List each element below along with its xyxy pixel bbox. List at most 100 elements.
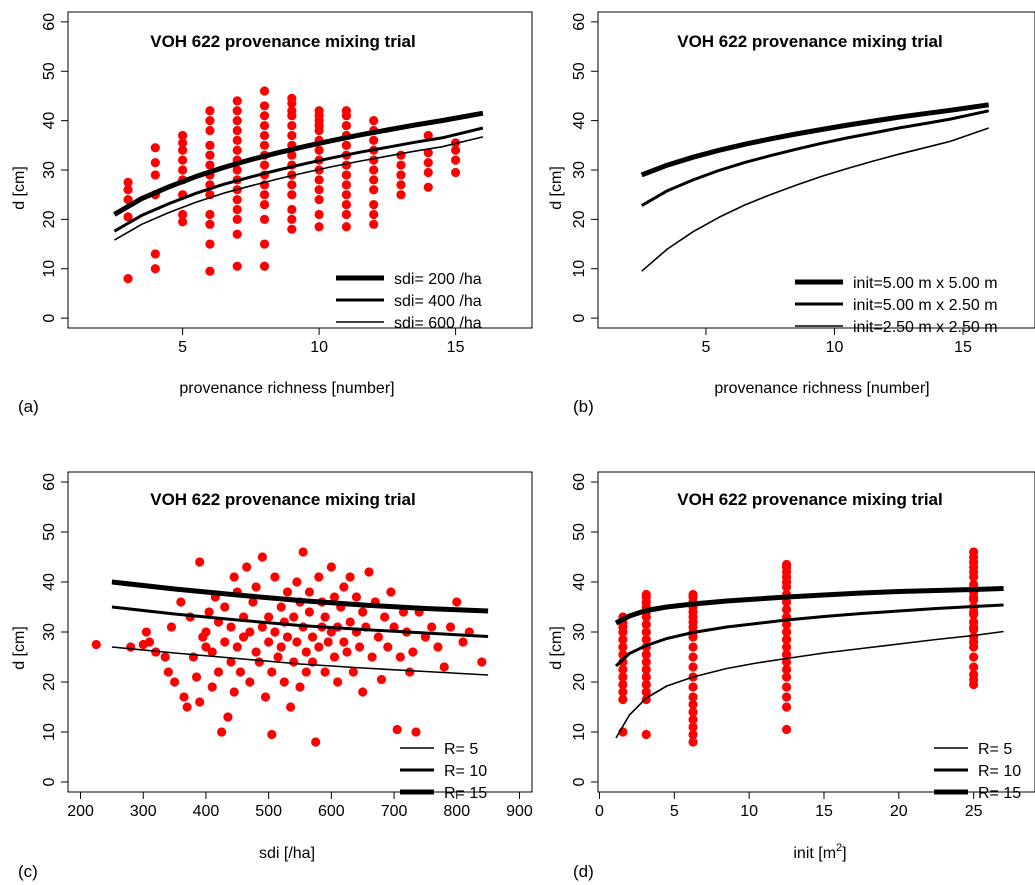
legend-label: sdi= 600 /ha [394, 315, 482, 332]
data-point [229, 572, 239, 582]
data-point [259, 111, 270, 121]
data-point [232, 195, 242, 205]
plot-area [614, 547, 1004, 747]
data-point [205, 106, 215, 116]
data-point [354, 642, 365, 652]
data-point [232, 125, 242, 136]
data-point [191, 672, 202, 682]
data-point [423, 157, 433, 168]
data-point [450, 155, 461, 165]
data-point [251, 582, 261, 592]
data-point [373, 632, 383, 642]
data-point [781, 702, 792, 712]
data-point [641, 672, 651, 682]
data-point [969, 637, 979, 647]
y-tick-label: 30 [571, 161, 588, 179]
data-point [179, 692, 189, 702]
data-point [245, 627, 255, 637]
y-tick-label: 10 [571, 723, 588, 741]
data-point [259, 199, 270, 210]
data-point [287, 120, 297, 131]
data-point [641, 657, 651, 667]
data-point [641, 619, 651, 630]
legend-label: R= 15 [444, 785, 487, 802]
data-point [232, 96, 242, 106]
data-point [641, 649, 651, 660]
data-point [123, 185, 133, 195]
data-point [160, 652, 170, 662]
data-point [358, 687, 368, 697]
data-point [292, 577, 302, 587]
data-point [386, 587, 396, 597]
data-point [267, 667, 277, 677]
data-point [364, 567, 374, 577]
data-point [166, 622, 177, 632]
data-point [257, 622, 267, 632]
data-point [618, 687, 628, 697]
data-point [205, 239, 215, 249]
legend-label: init=5.00 m x 5.00 m [853, 275, 998, 292]
data-point [341, 209, 351, 220]
panel-b: VOH 622 provenance mixing trial provenan… [548, 11, 1035, 416]
data-point [618, 694, 628, 705]
x-tick-label: 15 [815, 803, 833, 820]
x-tick-label: 500 [255, 803, 282, 820]
data-point [238, 632, 249, 642]
data-point [232, 229, 242, 239]
legend: R= 5 R= 10 R= 15 [400, 741, 487, 802]
data-point [345, 617, 355, 627]
data-point [383, 642, 393, 652]
data-point [969, 547, 979, 557]
data-point [205, 209, 215, 220]
data-point [235, 667, 246, 677]
data-point [688, 699, 698, 710]
data-point [641, 664, 651, 675]
y-tick-label: 40 [41, 573, 58, 591]
x-tick-label: 700 [381, 803, 408, 820]
x-tick-label: 800 [443, 803, 470, 820]
y-tick-label: 20 [41, 210, 58, 228]
series-line [641, 127, 989, 272]
data-point [396, 170, 406, 180]
data-point [969, 622, 979, 632]
data-point [439, 662, 449, 672]
data-point [369, 185, 379, 195]
data-point [969, 607, 979, 617]
data-point [264, 612, 274, 622]
data-point [287, 93, 297, 104]
data-point [213, 667, 224, 677]
data-point [260, 692, 271, 702]
legend-label: R= 10 [978, 763, 1021, 780]
data-point [259, 190, 270, 200]
data-point [781, 724, 792, 735]
x-tick-label: 5 [670, 803, 679, 820]
data-point [150, 249, 160, 259]
data-point [311, 737, 321, 747]
data-point [204, 607, 214, 617]
data-point [259, 160, 270, 170]
data-point [259, 214, 270, 224]
data-point [969, 652, 979, 662]
data-point [176, 597, 186, 607]
plot-area [91, 547, 489, 747]
data-point [205, 219, 215, 229]
data-point [458, 637, 468, 647]
data-point [287, 190, 297, 200]
data-point [341, 120, 351, 131]
data-point [781, 642, 792, 652]
data-point [205, 160, 215, 170]
data-point [287, 214, 297, 224]
x-tick-label: 10 [310, 339, 328, 356]
data-point [178, 217, 188, 227]
data-point [342, 647, 352, 657]
data-point [477, 657, 487, 667]
data-point [276, 642, 286, 652]
data-point [232, 165, 242, 175]
series-line [111, 605, 489, 638]
data-point [329, 652, 340, 662]
data-point [333, 677, 343, 687]
data-point [267, 729, 277, 740]
data-point [641, 589, 651, 600]
series-line [615, 630, 1004, 739]
